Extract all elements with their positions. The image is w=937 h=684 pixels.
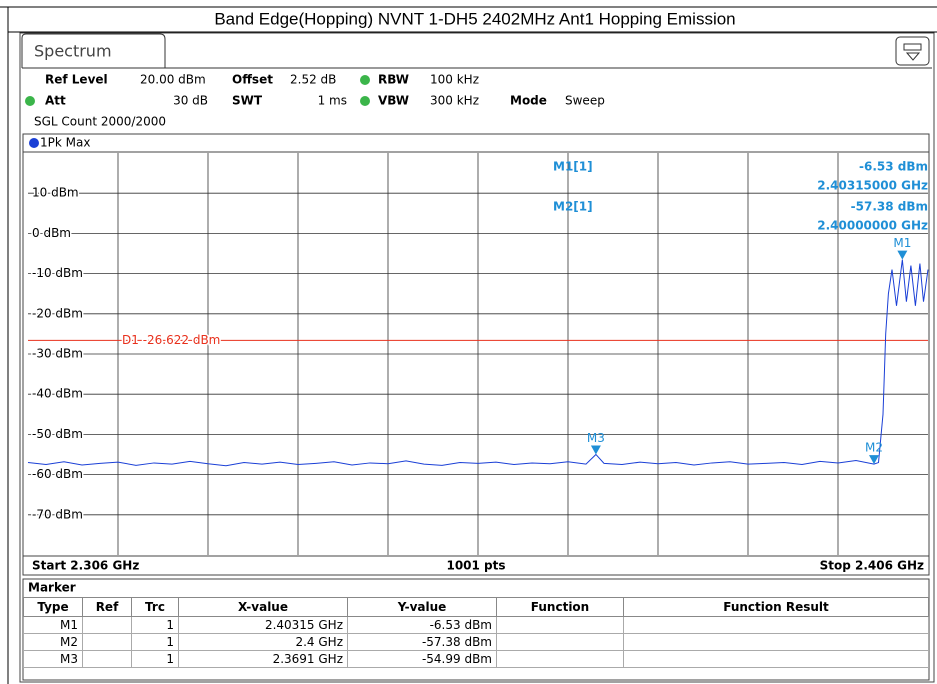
cell [623, 616, 929, 634]
marker [897, 250, 908, 260]
stop: Stop 2.406 GHz [820, 559, 924, 573]
label: Ref Level [45, 73, 108, 87]
y-tick-label: 0 dBm [32, 226, 71, 240]
cell: M1 [23, 616, 83, 634]
value: 20.00 dBm [140, 73, 206, 87]
column-header: Function Result [623, 597, 929, 617]
cell [623, 633, 929, 651]
value: 1 ms [318, 94, 347, 108]
column-header: X-value [178, 597, 348, 617]
table-title: Marker [28, 581, 76, 595]
y-tick-label: -30 dBm [32, 347, 83, 361]
marker-label: M3 [587, 431, 605, 445]
y-tick-label: -50 dBm [32, 427, 83, 441]
trace [27, 259, 929, 467]
readout-level: -6.53 dBm [859, 160, 928, 174]
cell: 1 [131, 616, 179, 634]
cell: -57.38 dBm [347, 633, 497, 651]
cell: 2.40315 GHz [178, 616, 348, 634]
row: M2 1 2.4 GHz -57.38 dBm [23, 633, 929, 651]
cell: -6.53 dBm [347, 616, 497, 634]
cell [82, 633, 132, 651]
cell: 2.3691 GHz [178, 650, 348, 668]
cell: M3 [23, 650, 83, 668]
count: SGL Count 2000/2000 [34, 115, 166, 129]
cell [623, 650, 929, 668]
cell: M2 [23, 633, 83, 651]
column-header: Type [23, 597, 83, 617]
y-tick-label: -70 dBm [32, 507, 83, 521]
cell [496, 650, 624, 668]
cell: 1 [131, 650, 179, 668]
menu-button[interactable] [895, 36, 930, 66]
marker-label: M1 [893, 236, 911, 250]
trace-dot [29, 138, 39, 148]
label: Offset [232, 73, 273, 87]
y-tick-label: -60 dBm [32, 467, 83, 481]
status-dot [360, 96, 370, 106]
value: 100 kHz [430, 73, 479, 87]
readout-freq: 2.40000000 GHz [817, 219, 928, 233]
threshold-label: D1 -26.622 dBm [122, 333, 220, 347]
label: VBW [378, 94, 409, 108]
column-header: Function [496, 597, 624, 617]
tab-label[interactable]: Spectrum [34, 42, 112, 61]
start: Start 2.306 GHz [32, 559, 139, 573]
row: M1 1 2.40315 GHz -6.53 dBm [23, 616, 929, 634]
readout-name: M1[1] [553, 160, 593, 174]
trace-label: 1Pk Max [40, 136, 90, 150]
cell [82, 616, 132, 634]
cell: 2.4 GHz [178, 633, 348, 651]
y-tick-label: -40 dBm [32, 387, 83, 401]
title: Band Edge(Hopping) NVNT 1-DH5 2402MHz An… [214, 9, 735, 28]
instrument [19, 32, 935, 683]
tab[interactable] [21, 33, 166, 68]
readout-name: M2[1] [553, 200, 593, 214]
marker [590, 445, 601, 455]
column-header: Ref [82, 597, 132, 617]
value: 30 dB [173, 94, 208, 108]
value: 2.52 dB [290, 73, 336, 87]
header-row: Type Ref Trc X-value Y-value Function Function… [23, 597, 929, 617]
readout-freq: 2.40315000 GHz [817, 179, 928, 193]
row: M3 1 2.3691 GHz -54.99 dBm [23, 650, 929, 668]
cell: -54.99 dBm [347, 650, 497, 668]
menu-icon[interactable] [903, 43, 922, 61]
y-tick-label: 10 dBm [32, 186, 79, 200]
cell: 1 [131, 633, 179, 651]
cell [496, 616, 624, 634]
column-header: Y-value [347, 597, 497, 617]
label: Att [45, 94, 66, 108]
y-tick-label: -10 dBm [32, 266, 83, 280]
status-dot [25, 96, 35, 106]
label: RBW [378, 73, 409, 87]
label: SWT [232, 94, 263, 108]
value: 300 kHz [430, 94, 479, 108]
status-dot [360, 75, 370, 85]
label: Mode [510, 94, 547, 108]
value: Sweep [565, 94, 605, 108]
readout-level: -57.38 dBm [851, 200, 928, 214]
plot-frame [22, 133, 930, 576]
y-tick-label: -20 dBm [32, 306, 83, 320]
marker-label: M2 [865, 441, 883, 455]
column-header: Trc [131, 597, 179, 617]
cell [82, 650, 132, 668]
marker [869, 455, 879, 465]
marker-table: Type Ref Trc X-value Y-value Function Function… [23, 597, 929, 668]
cell [496, 633, 624, 651]
points: 1001 pts [446, 559, 505, 573]
